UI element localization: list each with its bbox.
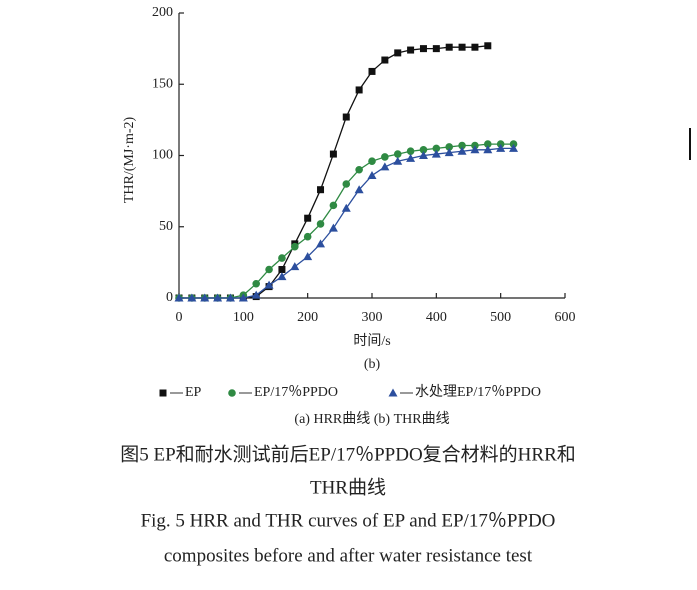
marker: [290, 262, 300, 271]
marker: [317, 186, 325, 194]
marker: [200, 293, 210, 302]
series-line: [179, 143, 514, 299]
y-tick-label: 50: [159, 219, 173, 234]
marker: [394, 49, 402, 57]
marker: [393, 156, 403, 165]
marker: [496, 143, 506, 152]
marker: [341, 203, 351, 212]
marker: [483, 145, 493, 154]
marker: [381, 153, 389, 161]
marker: [355, 86, 363, 94]
marker: [277, 272, 287, 281]
marker: [388, 388, 398, 397]
marker: [213, 293, 223, 302]
marker: [367, 170, 377, 179]
subcaption: (a) HRR曲线 (b) THR曲线: [294, 411, 449, 427]
caption-en: Fig. 5 HRR and THR curves of EP and EP/1…: [141, 510, 556, 531]
marker: [458, 43, 466, 51]
marker: [251, 290, 261, 299]
x-tick-label: 200: [297, 310, 318, 325]
panel-label: (b): [364, 357, 381, 372]
marker: [393, 150, 402, 158]
y-tick-label: 150: [152, 76, 173, 91]
marker: [431, 149, 441, 158]
marker: [303, 232, 312, 241]
marker: [278, 266, 286, 273]
marker: [419, 146, 428, 154]
legend-label: EP: [185, 385, 202, 400]
marker: [342, 113, 350, 121]
marker: [380, 162, 390, 171]
caption-zh: 图5 EP和耐水测试前后EP/17％PPDO复合材料的HRR和: [120, 443, 576, 465]
marker: [368, 157, 376, 165]
marker: [509, 143, 519, 152]
marker: [238, 293, 248, 302]
marker: [432, 45, 440, 53]
y-tick-label: 200: [152, 5, 173, 20]
marker: [406, 153, 416, 162]
marker: [407, 46, 415, 54]
marker: [304, 214, 312, 222]
series-line: [179, 147, 514, 299]
marker: [316, 239, 326, 248]
marker: [225, 293, 235, 302]
marker: [471, 43, 479, 51]
marker: [445, 43, 453, 51]
legend-label: 水处理EP/17％PPDO: [415, 384, 541, 400]
marker: [159, 389, 167, 397]
marker: [432, 144, 441, 153]
marker: [329, 150, 337, 158]
marker: [342, 180, 351, 188]
marker: [264, 280, 274, 289]
marker: [328, 223, 338, 232]
legend-label: EP/17％PPDO: [254, 385, 338, 400]
marker: [368, 67, 376, 75]
x-tick-label: 500: [490, 310, 511, 325]
marker: [291, 242, 299, 251]
marker: [252, 279, 260, 288]
marker: [174, 293, 184, 302]
y-axis-label: THR/(MJ·m-2): [122, 117, 137, 204]
y-tick-label: 100: [152, 148, 173, 163]
marker: [419, 45, 427, 53]
x-tick-label: 600: [555, 310, 576, 325]
marker: [484, 140, 492, 148]
marker: [329, 201, 338, 210]
series-line: [179, 45, 488, 299]
marker: [278, 254, 286, 262]
marker: [381, 56, 389, 64]
x-tick-label: 300: [362, 310, 383, 325]
x-tick-label: 0: [176, 310, 183, 325]
caption-zh: THR曲线: [310, 476, 386, 498]
marker: [470, 145, 480, 154]
x-tick-label: 400: [426, 310, 447, 325]
marker: [406, 147, 415, 156]
marker: [316, 220, 325, 228]
y-tick-label: 0: [166, 290, 173, 305]
marker: [457, 146, 467, 155]
marker: [445, 143, 454, 151]
marker: [458, 141, 466, 150]
marker: [355, 165, 363, 174]
marker: [265, 265, 273, 274]
caption-en: composites before and after water resist…: [164, 545, 533, 566]
x-tick-label: 100: [233, 310, 254, 325]
x-axis-label: 时间/s: [353, 333, 390, 349]
marker: [444, 148, 454, 157]
marker: [354, 185, 364, 194]
marker: [228, 389, 236, 397]
marker: [418, 151, 428, 159]
marker: [484, 42, 492, 50]
marker: [187, 293, 197, 302]
marker: [303, 252, 313, 261]
